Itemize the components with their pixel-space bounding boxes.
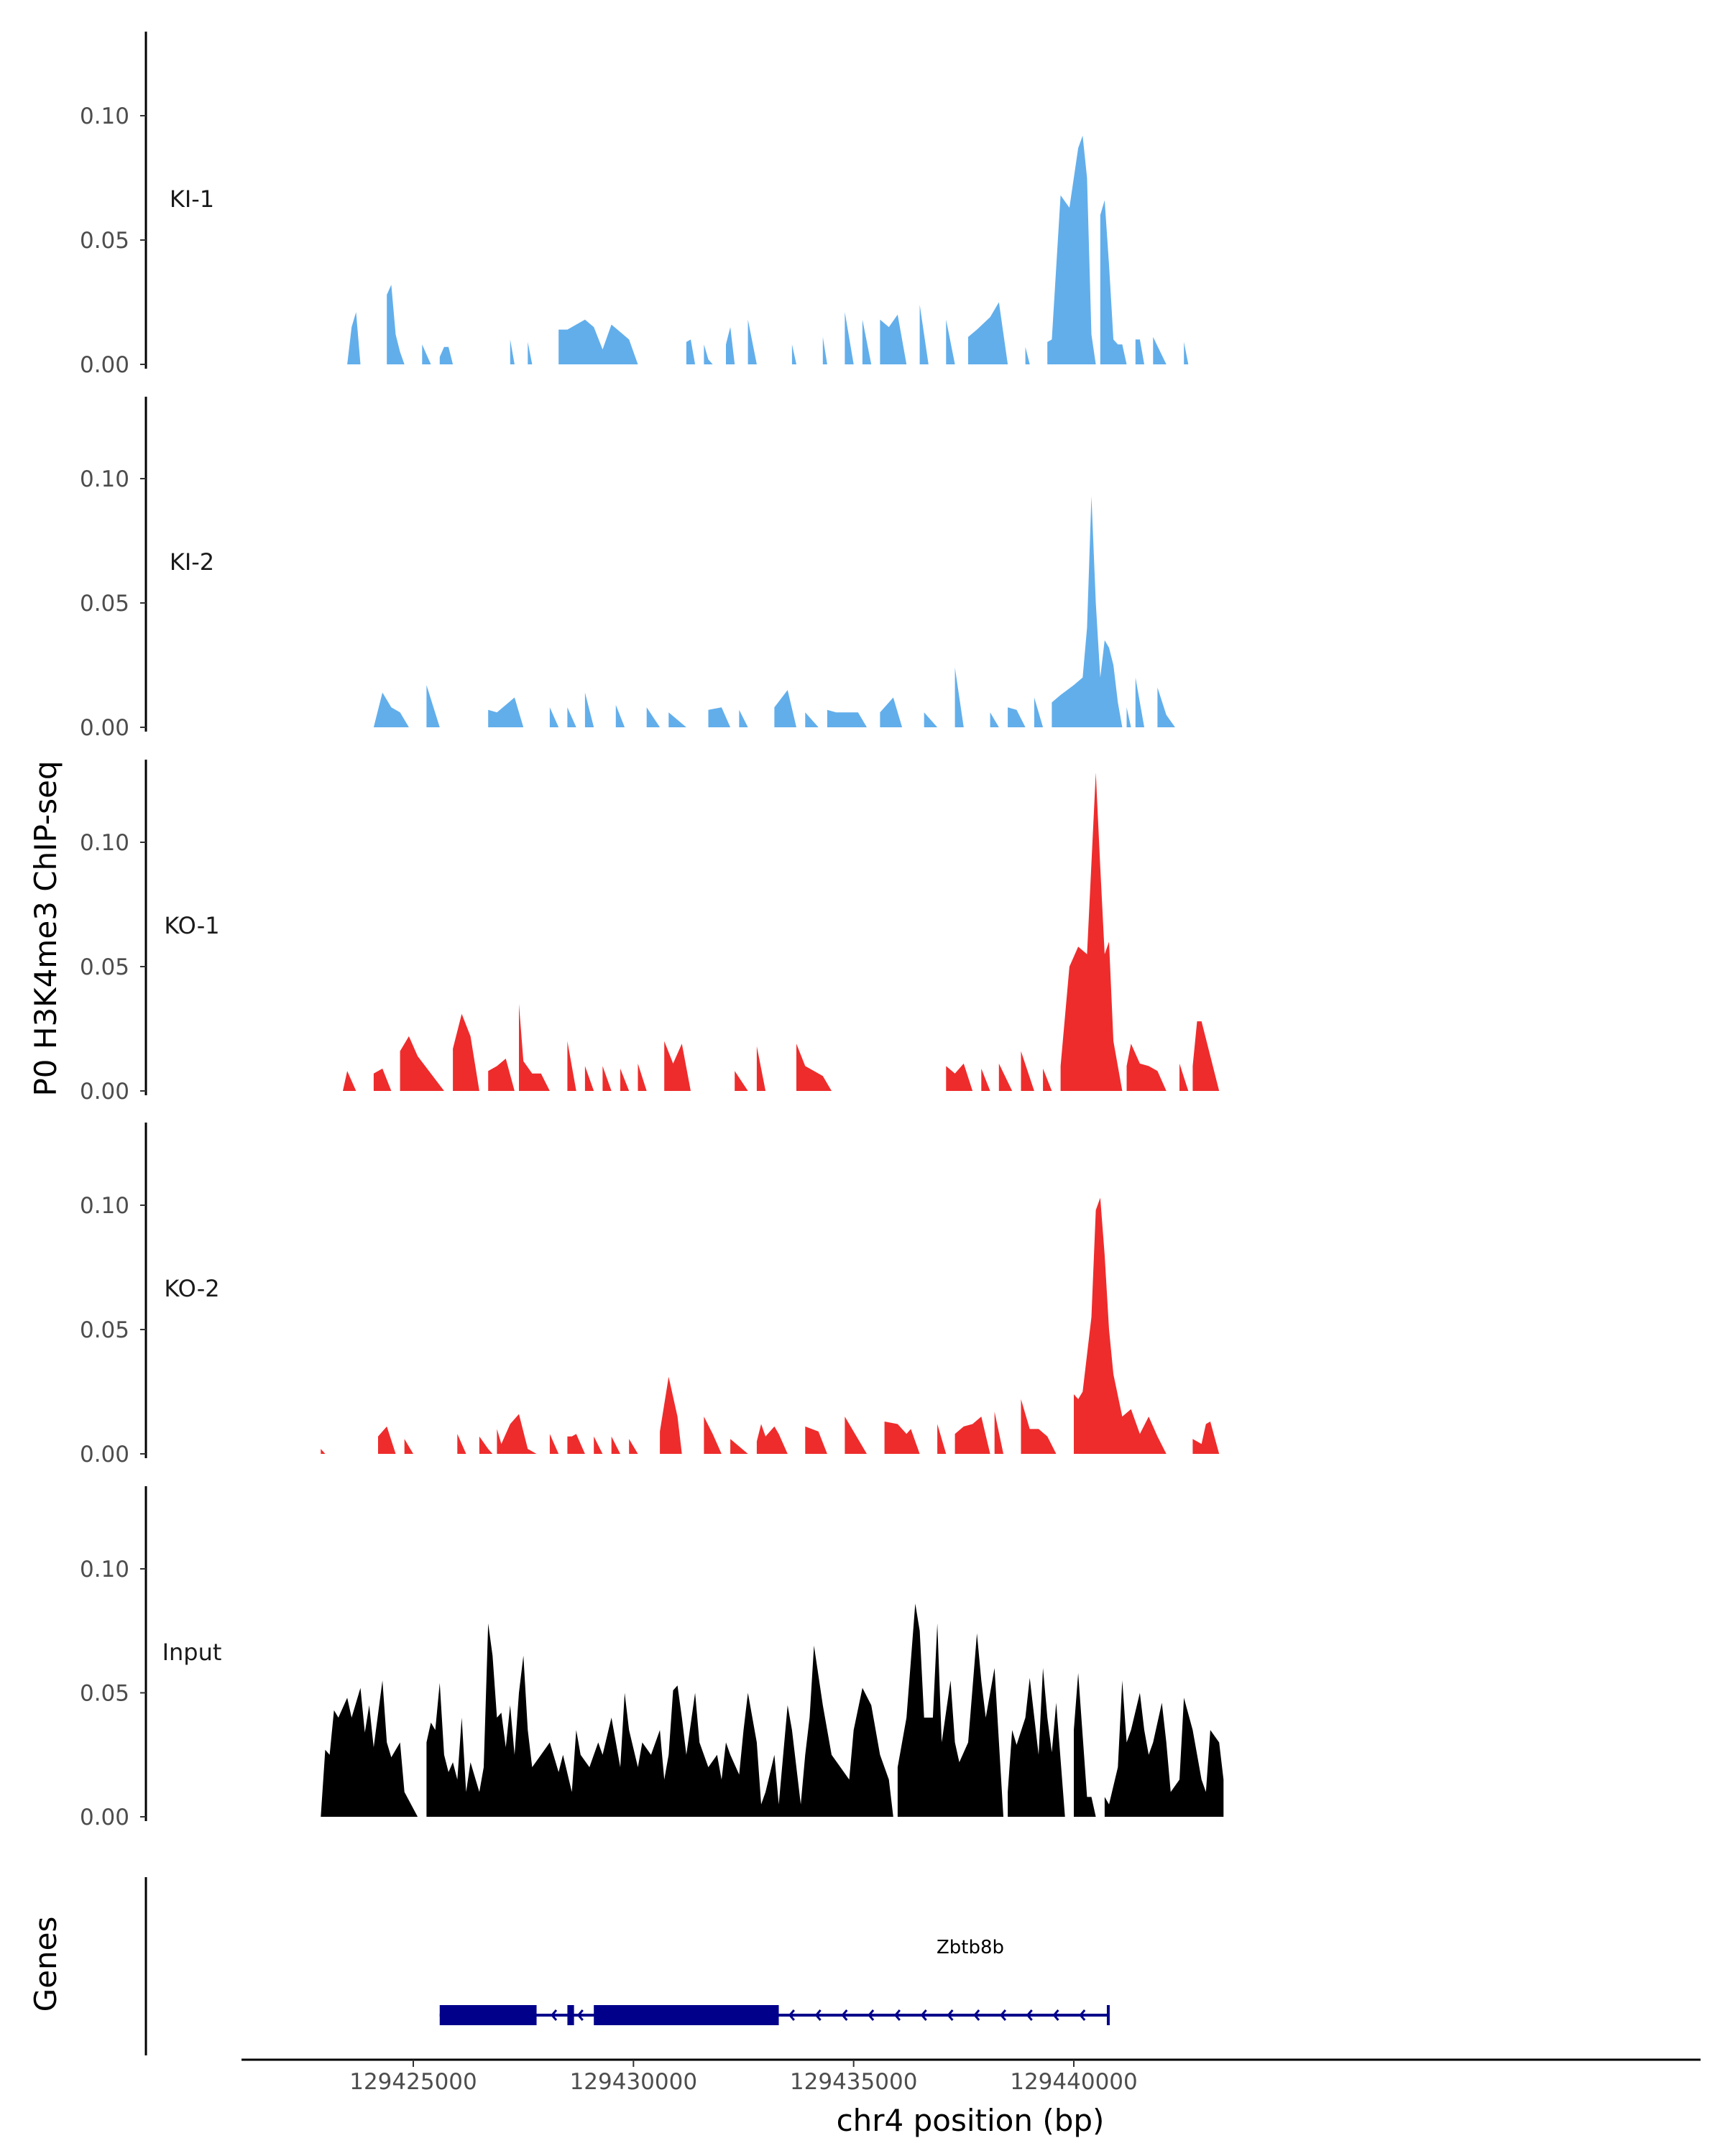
track-label: Input (162, 1639, 222, 1666)
strand-arrow (551, 2009, 558, 2021)
y-tick-label: 0.05 (80, 1681, 129, 1707)
strand-arrow (920, 2009, 927, 2021)
x-axis: 129425000 129430000 129435000 129440000 (242, 2058, 1701, 2095)
gene-exon (1106, 2005, 1110, 2025)
y-tick-label: 0.05 (80, 591, 129, 617)
strand-arrow (868, 2009, 875, 2021)
track-label: KO-2 (164, 1275, 219, 1302)
track-ko-2: 0.00 0.05 0.10 KO-2 (80, 1123, 1220, 1468)
strand-arrow (1026, 2009, 1033, 2021)
coverage-area-ko-2 (321, 1197, 1220, 1454)
y-tick-label: 0.00 (80, 715, 129, 741)
y-tick-label: 0.00 (80, 1079, 129, 1105)
track-label: KI-1 (170, 185, 214, 213)
track-label: KI-2 (170, 548, 214, 576)
strand-arrow (947, 2009, 954, 2021)
y-tick-label: 0.00 (80, 1805, 129, 1830)
strand-arrow (1052, 2009, 1059, 2021)
y-axis-title: P0 H3K4me3 ChIP-seq (28, 760, 63, 1096)
strand-arrow (1079, 2009, 1086, 2021)
y-tick-label: 0.05 (80, 228, 129, 254)
y-tick-label: 0.05 (80, 954, 129, 980)
x-tick-label: 129440000 (1010, 2069, 1138, 2095)
x-tick-label: 129435000 (790, 2069, 918, 2095)
y-tick-label: 0.00 (80, 1442, 129, 1468)
gene-zbtb8b: Zbtb8b (439, 1937, 1110, 2025)
coverage-area-ki-2 (373, 496, 1189, 727)
gene-name-label: Zbtb8b (937, 1937, 1004, 1958)
track-label: KO-1 (164, 912, 219, 939)
y-tick-label: 0.10 (80, 1557, 129, 1583)
strand-arrow (973, 2009, 980, 2021)
y-tick-label: 0.05 (80, 1317, 129, 1343)
gene-exon (567, 2005, 574, 2025)
track-ki-1: 0.00 0.05 0.10 KI-1 (80, 32, 1224, 378)
track-ko-1: 0.00 0.05 0.10 KO-1 (80, 760, 1220, 1105)
strand-arrow (999, 2009, 1007, 2021)
track-input: 0.00 0.05 0.10 Input (80, 1486, 1224, 1830)
y-tick-label: 0.10 (80, 1193, 129, 1219)
strand-arrow (788, 2009, 795, 2021)
gene-exon (439, 2005, 537, 2025)
coverage-area-ko-1 (343, 773, 1220, 1091)
y-tick-label: 0.00 (80, 352, 129, 378)
x-tick-label: 129425000 (349, 2069, 477, 2095)
strand-arrow (893, 2009, 901, 2021)
y-tick-label: 0.10 (80, 830, 129, 856)
x-tick-label: 129430000 (570, 2069, 698, 2095)
x-axis-title: chr4 position (bp) (837, 2103, 1105, 2138)
strand-arrow (576, 2009, 584, 2021)
track-ki-2: 0.00 0.05 0.10 KI-2 (80, 397, 1189, 741)
genes-panel: Genes Zbtb8b (28, 1877, 1110, 2055)
coverage-area-input (321, 1603, 1224, 1817)
y-tick-label: 0.10 (80, 466, 129, 492)
strand-arrow (841, 2009, 848, 2021)
strand-arrow (814, 2009, 822, 2021)
coverage-tracks: 0.00 0.05 0.10 KI-1 0.00 0.05 0.10 KI-2 0.00 0.05… (80, 32, 1224, 1830)
coverage-area-ki-1 (347, 135, 1224, 364)
y-tick-label: 0.10 (80, 103, 129, 129)
gene-exon (594, 2005, 779, 2025)
genes-track-label: Genes (28, 1917, 63, 2012)
